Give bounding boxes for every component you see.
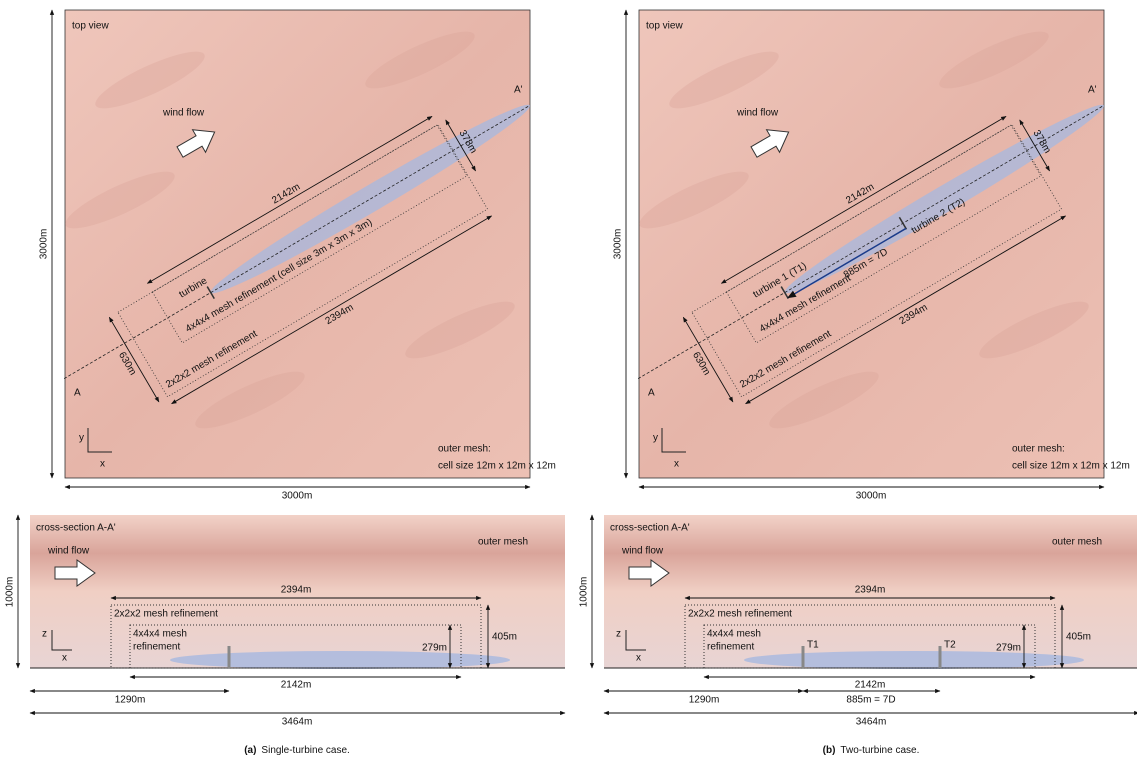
view-title: top view (646, 21, 683, 32)
outer-length-label: 2394m (281, 585, 312, 596)
outer-refinement-label: 2x2x2 mesh refinement (688, 609, 792, 620)
outer-mesh-cell: cell size 12m x 12m x 12m (438, 461, 556, 472)
caption-text: Two-turbine case. (840, 745, 919, 756)
turbine (939, 646, 942, 668)
caption: (a) Single-turbine case. (244, 745, 350, 756)
height-label: 1000m (5, 577, 16, 608)
section-title: cross-section A-A' (36, 523, 116, 534)
outer-length-label: 2394m (855, 585, 886, 596)
outer-mesh-label: outer mesh (1052, 537, 1102, 548)
width-label: 3000m (282, 491, 313, 502)
point-label: A' (1088, 85, 1097, 96)
axis-label: x (62, 653, 67, 664)
wake (170, 651, 510, 669)
wind-label: wind flow (162, 108, 205, 119)
inner-height-label: 279m (996, 643, 1021, 654)
offset-label: 1290m (689, 695, 720, 706)
inner-refinement-label: refinement (707, 642, 754, 653)
turbine-label: T1 (807, 640, 819, 651)
axis-label: y (79, 433, 84, 444)
turbine (802, 646, 805, 668)
axis-label: z (616, 629, 621, 640)
outer-height-label: 405m (492, 632, 517, 643)
point-label: A (648, 388, 655, 399)
inner-height-label: 279m (422, 643, 447, 654)
wind-label: wind flow (736, 108, 779, 119)
length-label: 3464m (282, 717, 313, 728)
turbine (228, 646, 231, 668)
wind-label: wind flow (621, 546, 664, 557)
caption-text: Single-turbine case. (261, 745, 349, 756)
axis-label: z (42, 629, 47, 640)
turbine-label: T2 (944, 640, 956, 651)
width-label: 3000m (856, 491, 887, 502)
outer-mesh-label: outer mesh (478, 537, 528, 548)
axis-label: x (636, 653, 641, 664)
wake (744, 651, 1084, 669)
inner-refinement-label: refinement (133, 642, 180, 653)
point-label: A (74, 388, 81, 399)
figure: top view3000m3000mwind flow2142m2394m378… (0, 0, 1137, 764)
section-title: cross-section A-A' (610, 523, 690, 534)
height-label: 3000m (613, 229, 624, 260)
outer-mesh-cell: cell size 12m x 12m x 12m (1012, 461, 1130, 472)
length-label: 3464m (856, 717, 887, 728)
inner-length-label: 2142m (855, 680, 886, 691)
wind-label: wind flow (47, 546, 90, 557)
caption: (b) Two-turbine case. (823, 745, 920, 756)
point-label: A' (514, 85, 523, 96)
caption-label: (b) (823, 745, 836, 756)
axis-label: y (653, 433, 658, 444)
height-label: 1000m (579, 577, 590, 608)
view-title: top view (72, 21, 109, 32)
caption-label: (a) (244, 745, 256, 756)
outer-refinement-label: 2x2x2 mesh refinement (114, 609, 218, 620)
spacing-label: 885m = 7D (846, 695, 895, 706)
outer-height-label: 405m (1066, 632, 1091, 643)
axis-label: x (100, 459, 105, 470)
height-label: 3000m (39, 229, 50, 260)
outer-mesh-label: outer mesh: (1012, 444, 1065, 455)
axis-label: x (674, 459, 679, 470)
offset-label: 1290m (115, 695, 146, 706)
inner-refinement-label: 4x4x4 mesh (707, 629, 761, 640)
outer-mesh-label: outer mesh: (438, 444, 491, 455)
inner-length-label: 2142m (281, 680, 312, 691)
inner-refinement-label: 4x4x4 mesh (133, 629, 187, 640)
